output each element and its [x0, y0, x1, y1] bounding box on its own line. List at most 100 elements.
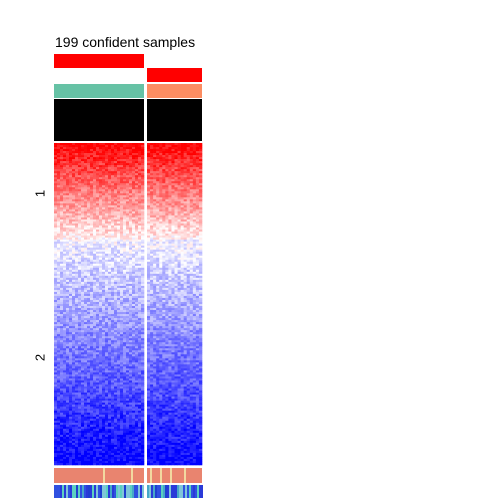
heatmap-a-cell: [66, 372, 70, 375]
heatmap-a-cell: [117, 358, 121, 361]
heatmap-a-cell: [108, 295, 112, 299]
heatmap-a-cell: [99, 450, 103, 454]
heatmap-a-cell: [123, 151, 127, 154]
heatmap-a-cell: [81, 165, 85, 168]
heatmap-a-cell: [105, 402, 109, 405]
heatmap-a-cell: [132, 352, 136, 355]
heatmap-a-cell: [75, 249, 79, 252]
heatmap-a-cell: [57, 376, 61, 379]
heatmap-a-cell: [105, 203, 109, 206]
heatmap-a-cell: [123, 177, 127, 180]
heatmap-a-cell: [135, 197, 139, 200]
heatmap-a-cell: [84, 273, 88, 277]
heatmap-a-cell: [87, 145, 91, 148]
heatmap-a-cell: [126, 312, 130, 315]
heatmap-a-cell: [81, 418, 85, 422]
heatmap-a-cell: [84, 452, 88, 456]
heatmap-a-cell: [60, 175, 64, 178]
heatmap-a-cell: [66, 225, 70, 228]
heatmap-a-cell: [78, 197, 82, 200]
heatmap-a-cell: [54, 171, 58, 174]
heatmap-a-cell: [111, 388, 115, 391]
heatmap-a-cell: [117, 438, 121, 442]
heatmap-a-cell: [114, 410, 118, 413]
heatmap-a-cell: [57, 326, 61, 329]
heatmap-a-cell: [54, 422, 58, 426]
heatmap-a-cell: [138, 346, 142, 349]
heatmap-a-cell: [63, 432, 67, 436]
heatmap-a-cell: [78, 356, 82, 359]
heatmap-a-cell: [129, 259, 133, 263]
heatmap-a-cell: [57, 219, 61, 222]
heatmap-a-cell: [123, 332, 127, 335]
heatmap-a-cell: [57, 414, 61, 417]
heatmap-b-cell: [174, 159, 178, 162]
heatmap-a-cell: [141, 189, 145, 192]
heatmap-a-cell: [132, 424, 136, 428]
heatmap-a-cell: [66, 211, 70, 214]
heatmap-a-cell: [141, 454, 145, 458]
heatmap-a-cell: [72, 342, 76, 345]
heatmap-a-cell: [78, 332, 82, 335]
heatmap-a-cell: [93, 304, 97, 307]
heatmap-a-cell: [120, 283, 124, 287]
heatmap-a-cell: [81, 428, 85, 432]
heatmap-a-cell: [123, 344, 127, 347]
heatmap-a-cell: [102, 273, 106, 277]
heatmap-a-cell: [102, 318, 106, 321]
heatmap-a-cell: [126, 308, 130, 311]
heatmap-a-cell: [96, 376, 100, 379]
heatmap-a-cell: [129, 388, 133, 391]
heatmap-a-cell: [111, 338, 115, 341]
heatmap-a-cell: [132, 199, 136, 202]
heatmap-a-cell: [114, 239, 118, 242]
heatmap-a-cell: [111, 265, 115, 269]
heatmap-a-cell: [87, 179, 91, 182]
heatmap-a-cell: [69, 332, 73, 335]
heatmap-a-cell: [63, 241, 67, 244]
heatmap-a-cell: [129, 251, 133, 254]
heatmap-a-cell: [111, 410, 115, 413]
heatmap-a-cell: [54, 428, 58, 432]
heatmap-a-cell: [123, 314, 127, 317]
heatmap-a-cell: [114, 342, 118, 345]
heatmap-a-cell: [105, 398, 109, 401]
heatmap-a-cell: [93, 354, 97, 357]
heatmap-a-cell: [111, 167, 115, 170]
heatmap-a-cell: [108, 304, 112, 307]
heatmap-a-cell: [126, 295, 130, 299]
heatmap-a-cell: [141, 217, 145, 220]
heatmap-a-cell: [69, 366, 73, 369]
heatmap-a-cell: [99, 442, 103, 446]
heatmap-a-cell: [66, 378, 70, 381]
heatmap-b-cell: [195, 159, 200, 162]
heatmap-a-cell: [78, 328, 82, 331]
heatmap-a-cell: [96, 211, 100, 214]
heatmap-a-cell: [111, 424, 115, 428]
heatmap-a-cell: [105, 368, 109, 371]
heatmap-a-cell: [96, 308, 100, 311]
heatmap-a-cell: [99, 346, 103, 349]
heatmap-a-cell: [111, 189, 115, 192]
heatmap-a-cell: [129, 372, 133, 375]
heatmap-a-cell: [78, 275, 82, 279]
heatmap-a-cell: [90, 334, 94, 337]
heatmap-a-cell: [141, 320, 145, 323]
heatmap-a-cell: [75, 324, 79, 327]
heatmap-a-cell: [120, 257, 124, 261]
heatmap-a-cell: [105, 320, 109, 323]
heatmap-a-cell: [54, 297, 58, 301]
heatmap-a-cell: [123, 304, 127, 307]
heatmap-a-cell: [117, 189, 121, 192]
heatmap-a-cell: [90, 320, 94, 323]
heatmap-a-cell: [141, 263, 145, 267]
heatmap-a-cell: [78, 324, 82, 327]
heatmap-a-cell: [84, 193, 88, 196]
heatmap-a-cell: [54, 267, 58, 271]
heatmap-a-cell: [102, 360, 106, 363]
heatmap-a-cell: [72, 416, 76, 420]
heatmap-a-cell: [78, 460, 82, 464]
heatmap-a-cell: [63, 332, 67, 335]
heatmap-a-cell: [117, 269, 121, 273]
heatmap-a-cell: [54, 287, 58, 291]
